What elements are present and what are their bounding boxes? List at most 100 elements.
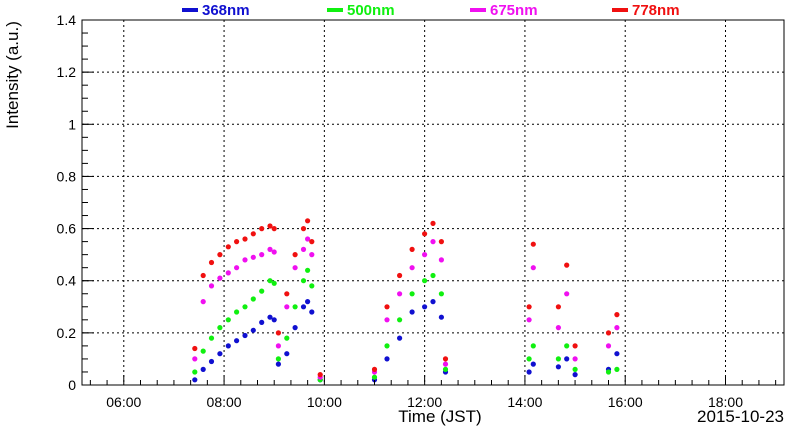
data-point [234, 265, 240, 271]
data-point [442, 366, 449, 372]
data-point [200, 299, 206, 305]
data-point [284, 291, 290, 297]
data-point [430, 220, 436, 226]
data-point [384, 356, 390, 362]
data-point [208, 283, 215, 289]
data-point [442, 361, 449, 367]
data-point [284, 335, 290, 341]
data-point [271, 226, 277, 232]
data-point [271, 249, 277, 255]
data-point [234, 309, 240, 315]
data-point [267, 246, 273, 252]
legend-label: 500nm [347, 2, 395, 19]
data-point [259, 288, 265, 294]
legend-swatch [612, 8, 628, 12]
data-point [200, 272, 206, 279]
data-point [292, 252, 298, 258]
data-point [225, 270, 231, 276]
data-point [300, 246, 307, 252]
data-point [250, 327, 256, 333]
x-tick-label: 06:00 [106, 394, 141, 410]
data-point [309, 309, 315, 315]
legend-label: 368nm [202, 2, 250, 19]
data-point [208, 259, 215, 266]
data-point [530, 361, 536, 367]
data-point [409, 246, 415, 252]
x-tick-label: 16:00 [608, 394, 643, 410]
data-point [242, 236, 248, 242]
y-tick-label: 0.4 [57, 273, 77, 289]
data-point [309, 239, 315, 245]
data-point [555, 304, 562, 310]
data-point [422, 304, 428, 310]
data-point [225, 317, 231, 323]
y-tick-label: 0.2 [57, 325, 77, 341]
series-500nm [192, 267, 620, 383]
series-layer [192, 218, 620, 383]
data-point [225, 343, 231, 349]
data-point [275, 330, 281, 336]
ticks [82, 19, 777, 386]
y-axis-title: Intensity (a.u.) [3, 21, 22, 129]
y-tick-label: 0 [68, 377, 76, 393]
data-point [275, 343, 281, 349]
data-point [430, 299, 436, 305]
data-point [530, 241, 536, 247]
data-point [564, 262, 570, 268]
legend: 368nm 500nm 675nm 778nm [182, 2, 680, 19]
data-point [605, 330, 612, 336]
date-label: 2015-10-23 [697, 407, 784, 426]
data-point [614, 312, 620, 318]
legend-swatch [470, 8, 486, 12]
data-point [438, 314, 444, 320]
data-point [271, 280, 277, 286]
data-point [267, 223, 273, 229]
data-point [192, 369, 198, 375]
data-point [438, 239, 444, 245]
data-point [555, 364, 562, 370]
data-point [614, 325, 620, 331]
y-tick-label: 1.2 [57, 64, 77, 80]
data-point [430, 272, 436, 279]
data-point [217, 325, 223, 331]
data-point [200, 366, 206, 372]
data-point [300, 226, 307, 232]
data-point [267, 278, 273, 284]
data-point [225, 244, 231, 250]
data-point [422, 231, 428, 237]
legend-swatch [327, 8, 343, 12]
plot-background [82, 20, 784, 385]
data-point [284, 304, 290, 310]
x-tick-label: 18:00 [708, 394, 743, 410]
data-point [605, 369, 612, 375]
legend-label: 778nm [632, 2, 680, 19]
data-point [371, 374, 378, 380]
data-point [217, 252, 223, 258]
data-point [422, 252, 428, 258]
data-point [208, 358, 215, 365]
y-tick-label: 1 [68, 116, 76, 132]
data-point [275, 356, 281, 362]
data-point [242, 304, 248, 310]
series-675nm [192, 236, 620, 380]
data-point [259, 252, 265, 258]
data-point [292, 265, 298, 271]
data-point [259, 319, 265, 325]
data-point [572, 356, 578, 362]
data-point [409, 309, 415, 315]
data-point [292, 304, 298, 310]
data-point [555, 356, 562, 362]
data-point [526, 317, 532, 323]
data-point [300, 278, 307, 284]
y-tick-label: 0.8 [57, 168, 77, 184]
series-778nm [192, 218, 620, 378]
data-point [422, 278, 428, 284]
data-point [309, 252, 315, 258]
data-point [284, 351, 290, 357]
data-point [614, 366, 620, 372]
data-point [564, 291, 570, 297]
data-point [371, 366, 378, 372]
data-point [259, 226, 265, 232]
data-point [526, 356, 532, 362]
